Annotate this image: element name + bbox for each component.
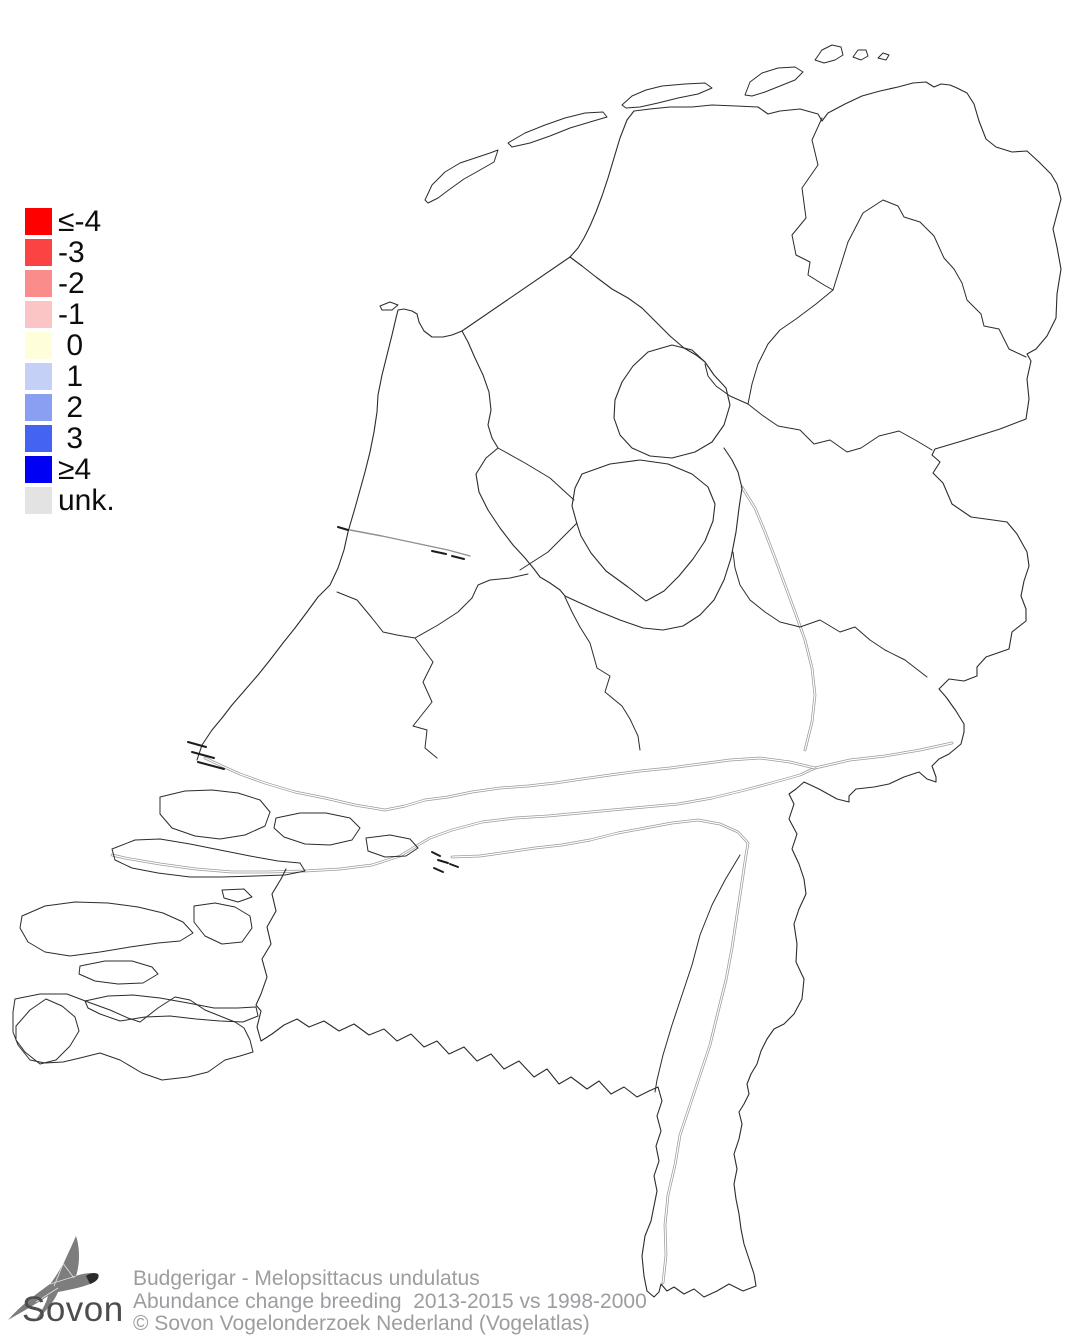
island-ameland [744, 66, 804, 97]
noordzeekanaal [349, 529, 471, 557]
legend-swatch [25, 301, 52, 328]
island-dordrecht [365, 834, 419, 858]
coastline-holland [196, 308, 743, 761]
island-terschelling [621, 82, 713, 109]
legend-label: 3 [58, 422, 84, 455]
afsluitdijk-line [461, 256, 571, 332]
delta-islands [12, 789, 419, 1081]
sovon-brand: Sovon [6, 1232, 131, 1336]
legend-label: 0 [58, 329, 84, 362]
border-zuidholland-utrecht [412, 637, 438, 759]
legend-item: -2 [25, 267, 115, 300]
border-brabant-limburg [654, 854, 741, 1093]
islet-rottumeroog [877, 52, 890, 61]
legend-swatch [25, 270, 52, 297]
biesbosch-marks [431, 851, 459, 873]
legend-label: ≤-4 [58, 205, 102, 238]
border-friesland-drenthe [747, 289, 834, 405]
border-gelderland-utrecht [564, 596, 641, 751]
noordoostpolder [613, 344, 731, 459]
border-friesland-groningen [791, 117, 834, 291]
legend-swatch [25, 456, 52, 483]
swallow-body [8, 1236, 99, 1322]
river-rhine-waal [110, 741, 954, 874]
river-maas [450, 818, 750, 1285]
hollandse-brug-line [519, 522, 578, 571]
legend-label: -2 [58, 267, 85, 300]
friesland-ijsselmeer-coast [569, 256, 706, 363]
caption-measure: Abundance change breeding 2013-2015 vs 1… [133, 1289, 647, 1313]
caption-species: Budgerigar - Melopsittacus undulatus [133, 1267, 480, 1290]
legend-item: -1 [25, 298, 115, 331]
island-zuid-beveland [84, 994, 259, 1023]
map-caption: Budgerigar - Melopsittacus undulatus Abu… [133, 1267, 647, 1336]
legend-label: -1 [58, 298, 85, 331]
sovon-swallow-logo [8, 1236, 99, 1322]
river-nederrijn-lek [203, 756, 817, 812]
island-walcheren [15, 998, 80, 1065]
legend-swatch [25, 487, 52, 514]
region-zeeuws-vlaanderen [12, 993, 254, 1081]
legend-item: ≤-4 [25, 205, 115, 238]
brand-wordmark: Sovon [22, 1290, 124, 1329]
island-voorne-putten [159, 789, 271, 840]
legend-label: 2 [58, 391, 84, 424]
legend-label: unk. [58, 484, 115, 517]
island-hoeksche-waard [273, 812, 361, 846]
country-borders [196, 81, 1062, 1298]
swallow-head [86, 1272, 99, 1284]
flevoland-polder [571, 459, 716, 602]
legend-item: -3 [25, 236, 115, 269]
legend-swatch [25, 394, 52, 421]
island-goeree-overflakkee [111, 838, 306, 878]
legend-swatch [25, 332, 52, 359]
den-helder-islet [379, 301, 399, 311]
legend-swatch [25, 363, 52, 390]
border-friesland-overijssel [704, 363, 749, 405]
island-sint-philipsland [221, 888, 253, 903]
province-borders [336, 117, 1027, 1093]
island-noord-beveland [78, 960, 159, 985]
border-drenthe-overijssel [747, 403, 933, 453]
swallow-wireframe [35, 1251, 77, 1303]
border-groningen-drenthe [832, 199, 1027, 358]
mainland-outline [255, 81, 1062, 1298]
legend-swatch [25, 425, 52, 452]
map-legend: ≤-4 -3 -2 -1 0 1 2 3 ≥4 unk. [25, 205, 115, 518]
island-schiermonnikoog [814, 44, 844, 64]
legend-swatch [25, 208, 52, 235]
legend-item: unk. [25, 484, 115, 517]
wadden-islands [424, 44, 890, 204]
island-texel [424, 149, 499, 204]
island-tholen [193, 902, 253, 945]
border-overijssel-gelderland [732, 551, 928, 678]
houtribdijk-line [497, 447, 575, 501]
legend-item: ≥4 [25, 453, 115, 486]
caption-copyright: © Sovon Vogelonderzoek Nederland (Vogela… [133, 1312, 590, 1335]
legend-item: 0 [25, 329, 115, 362]
legend-label: ≥4 [58, 453, 92, 486]
islet-rottumerplaat [852, 49, 869, 61]
legend-swatch [25, 239, 52, 266]
border-noordholland-zuidholland [336, 573, 529, 639]
island-schouwen-duiveland [19, 901, 194, 957]
legend-item: 3 [25, 422, 115, 455]
flevoland-polders [571, 344, 731, 602]
harbor-marks [187, 526, 465, 770]
legend-item: 2 [25, 391, 115, 424]
legend-label: 1 [58, 360, 84, 393]
island-vlieland [507, 111, 608, 148]
legend-item: 1 [25, 360, 115, 393]
legend-label: -3 [58, 236, 85, 269]
rivers [110, 485, 954, 1285]
river-ijssel [740, 485, 817, 752]
